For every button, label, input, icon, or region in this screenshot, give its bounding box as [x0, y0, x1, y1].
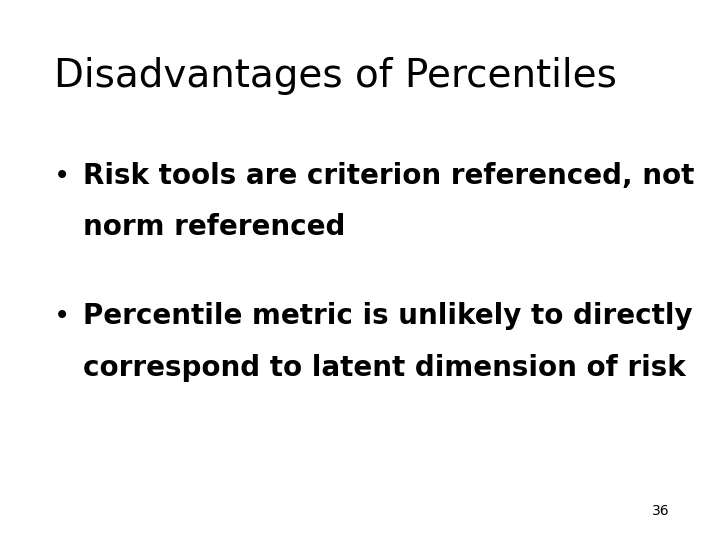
Text: Percentile metric is unlikely to directly: Percentile metric is unlikely to directl… — [83, 302, 693, 330]
Text: norm referenced: norm referenced — [83, 213, 345, 241]
Text: Risk tools are criterion referenced, not: Risk tools are criterion referenced, not — [83, 162, 694, 190]
Text: •: • — [54, 162, 71, 190]
Text: correspond to latent dimension of risk: correspond to latent dimension of risk — [83, 354, 685, 382]
Text: Disadvantages of Percentiles: Disadvantages of Percentiles — [54, 57, 617, 94]
Text: 36: 36 — [652, 504, 670, 518]
Text: •: • — [54, 302, 71, 330]
